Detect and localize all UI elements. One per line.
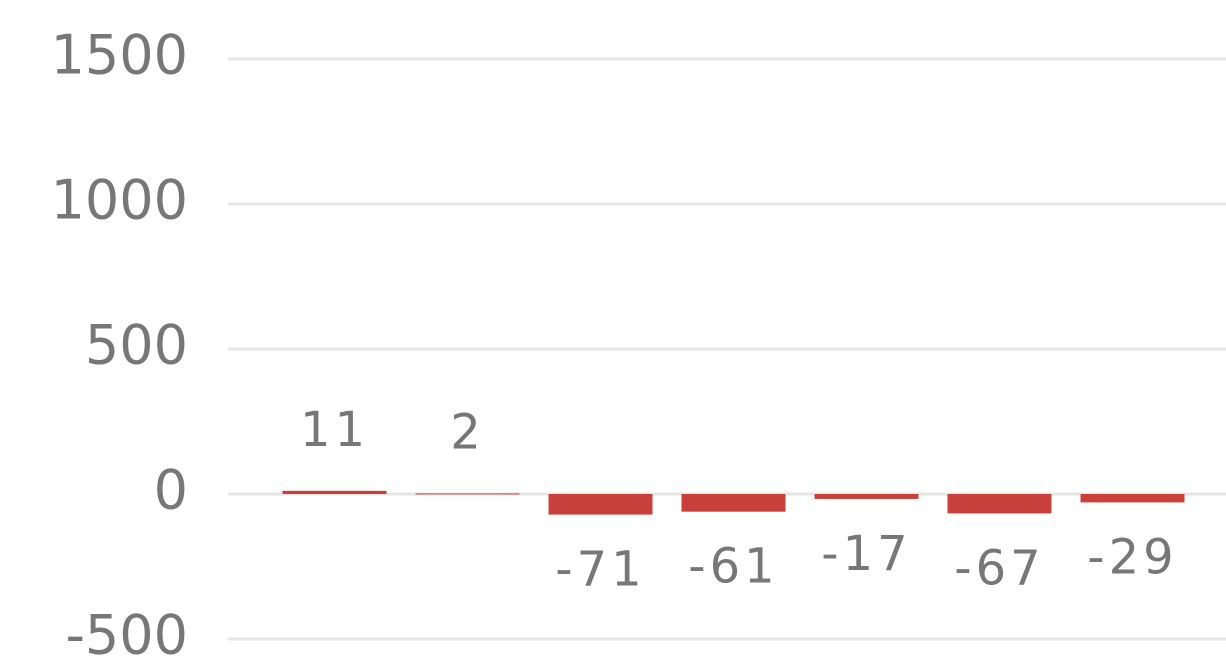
data-label: 2 <box>450 404 485 460</box>
bar <box>282 490 387 494</box>
bar <box>1080 494 1185 503</box>
data-label: -71 <box>555 542 645 598</box>
data-label: -67 <box>954 540 1044 596</box>
y-tick-label: 1000 <box>51 169 188 232</box>
bar <box>681 494 786 512</box>
data-label: -17 <box>821 526 911 582</box>
data-label: 11 <box>300 402 369 458</box>
bar <box>947 494 1052 514</box>
y-tick-label: 500 <box>85 314 188 377</box>
data-label: -29 <box>1087 529 1177 585</box>
y-tick-label: 1500 <box>51 24 188 87</box>
bar <box>415 493 520 495</box>
bar <box>548 494 653 515</box>
data-label: -61 <box>688 539 778 595</box>
y-tick-label: 0 <box>154 459 188 522</box>
y-tick-label: -500 <box>65 604 188 667</box>
bar <box>814 494 919 499</box>
